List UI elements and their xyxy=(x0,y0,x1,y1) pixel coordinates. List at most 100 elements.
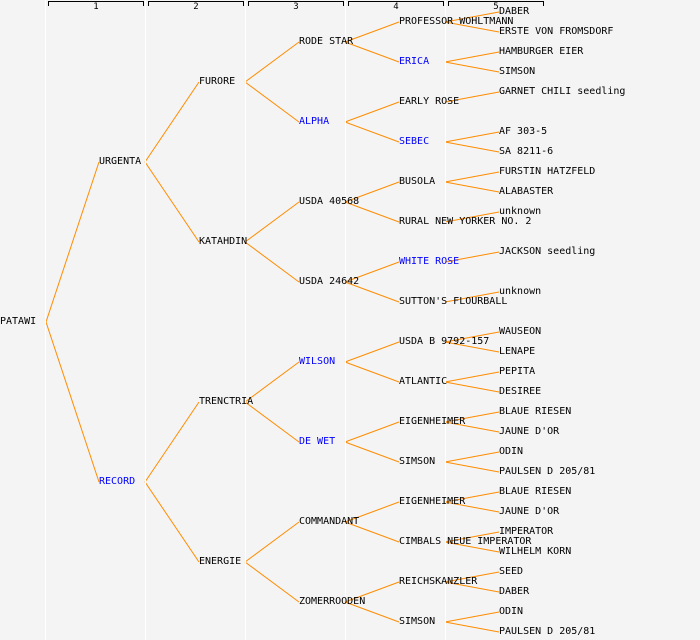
parent-link xyxy=(444,131,500,143)
pedigree-node[interactable]: DABER xyxy=(499,6,530,17)
pedigree-node[interactable]: PAULSEN D 205/81 xyxy=(499,466,596,477)
parent-link xyxy=(444,21,500,33)
pedigree-node[interactable]: ODIN xyxy=(499,606,524,617)
pedigree-node[interactable]: FURORE xyxy=(199,76,236,87)
pedigree-node[interactable]: WHITE ROSE xyxy=(399,256,460,267)
parent-link xyxy=(144,161,200,243)
pedigree-node[interactable]: IMPERATOR xyxy=(499,526,554,537)
pedigree-node[interactable]: USDA 24642 xyxy=(299,276,360,287)
pedigree-node[interactable]: JAUNE D'OR xyxy=(499,426,560,437)
parent-link xyxy=(444,451,500,463)
pedigree-node[interactable]: EIGENHEIMER xyxy=(399,416,466,427)
parent-link xyxy=(244,41,300,83)
pedigree-node[interactable]: RURAL NEW YORKER NO. 2 xyxy=(399,216,532,227)
parent-link xyxy=(444,461,500,473)
generation-header-4: 4 xyxy=(348,1,444,12)
pedigree-node[interactable]: SEBEC xyxy=(399,136,430,147)
column-separator xyxy=(245,0,246,640)
parent-link xyxy=(444,581,500,593)
column-separator xyxy=(445,0,446,640)
pedigree-node[interactable]: WILHELM KORN xyxy=(499,546,572,557)
pedigree-node[interactable]: HAMBURGER EIER xyxy=(499,46,584,57)
parent-link xyxy=(344,521,400,543)
column-separator xyxy=(145,0,146,640)
pedigree-node[interactable]: URGENTA xyxy=(99,156,142,167)
parent-link xyxy=(144,401,200,483)
pedigree-node[interactable]: ENERGIE xyxy=(199,556,242,567)
parent-link xyxy=(244,361,300,403)
parent-link xyxy=(444,531,500,543)
pedigree-node[interactable]: LENAPE xyxy=(499,346,536,357)
pedigree-node[interactable]: EARLY ROSE xyxy=(399,96,460,107)
pedigree-node[interactable]: WILSON xyxy=(299,356,336,367)
pedigree-node[interactable]: AF 303-5 xyxy=(499,126,548,137)
parent-link xyxy=(344,261,400,283)
parent-link xyxy=(344,421,400,443)
parent-link xyxy=(344,201,400,223)
pedigree-node[interactable]: SUTTON'S FLOURBALL xyxy=(399,296,508,307)
pedigree-node[interactable]: JACKSON seedling xyxy=(499,246,596,257)
pedigree-node[interactable]: PEPITA xyxy=(499,366,536,377)
pedigree-node[interactable]: BLAUE RIESEN xyxy=(499,486,572,497)
pedigree-node[interactable]: ALPHA xyxy=(299,116,330,127)
parent-link xyxy=(344,581,400,603)
pedigree-node[interactable]: BUSOLA xyxy=(399,176,436,187)
parent-link xyxy=(444,411,500,423)
pedigree-node[interactable]: DE WET xyxy=(299,436,336,447)
parent-link xyxy=(444,491,500,503)
pedigree-node[interactable]: JAUNE D'OR xyxy=(499,506,560,517)
parent-link xyxy=(344,441,400,463)
parent-link xyxy=(444,11,500,23)
pedigree-node[interactable]: DABER xyxy=(499,586,530,597)
pedigree-node[interactable]: EIGENHEIMER xyxy=(399,496,466,507)
pedigree-node[interactable]: CIMBALS NEUE IMPERATOR xyxy=(399,536,532,547)
pedigree-node[interactable]: USDA B 9792-157 xyxy=(399,336,490,347)
parent-link xyxy=(444,291,500,303)
pedigree-node[interactable]: unknown xyxy=(499,286,542,297)
pedigree-node[interactable]: ZOMERROODEN xyxy=(299,596,366,607)
pedigree-node[interactable]: ATLANTIC xyxy=(399,376,448,387)
generation-number: 4 xyxy=(393,2,399,12)
parent-link xyxy=(45,161,100,323)
pedigree-node[interactable]: DESIREE xyxy=(499,386,542,397)
parent-link xyxy=(244,241,300,283)
pedigree-node[interactable]: ODIN xyxy=(499,446,524,457)
pedigree-node[interactable]: TRENCTRIA xyxy=(199,396,254,407)
parent-link xyxy=(244,81,300,123)
parent-link xyxy=(444,251,500,263)
parent-link xyxy=(444,141,500,153)
pedigree-node[interactable]: KATAHDIN xyxy=(199,236,248,247)
parent-link xyxy=(244,201,300,243)
pedigree-node[interactable]: ERICA xyxy=(399,56,430,67)
parent-link xyxy=(444,571,500,583)
pedigree-node[interactable]: FURSTIN HATZFELD xyxy=(499,166,596,177)
parent-link xyxy=(344,601,400,623)
generation-header-3: 3 xyxy=(248,1,344,12)
generation-number: 1 xyxy=(93,2,99,12)
parent-link xyxy=(444,381,500,393)
pedigree-node[interactable]: SIMSON xyxy=(399,616,436,627)
parent-link xyxy=(444,421,500,433)
pedigree-node[interactable]: BLAUE RIESEN xyxy=(499,406,572,417)
pedigree-node[interactable]: REICHSKANZLER xyxy=(399,576,478,587)
pedigree-node[interactable]: RODE STAR xyxy=(299,36,354,47)
pedigree-node[interactable]: GARNET CHILI seedling xyxy=(499,86,626,97)
pedigree-node[interactable]: SEED xyxy=(499,566,524,577)
pedigree-node[interactable]: ERSTE VON FROMSDORF xyxy=(499,26,614,37)
pedigree-node[interactable]: PATAWI xyxy=(0,316,37,327)
pedigree-node[interactable]: COMMANDANT xyxy=(299,516,360,527)
pedigree-node[interactable]: SIMSON xyxy=(399,456,436,467)
pedigree-node[interactable]: PROFESSOR WOHLTMANN xyxy=(399,16,514,27)
parent-link xyxy=(344,501,400,523)
parent-link xyxy=(444,371,500,383)
pedigree-node[interactable]: RECORD xyxy=(99,476,136,487)
pedigree-node[interactable]: PAULSEN D 205/81 xyxy=(499,626,596,637)
pedigree-node[interactable]: ALABASTER xyxy=(499,186,554,197)
generation-number: 5 xyxy=(493,2,499,12)
pedigree-node[interactable]: WAUSEON xyxy=(499,326,542,337)
pedigree-node[interactable]: SA 8211-6 xyxy=(499,146,554,157)
pedigree-node[interactable]: SIMSON xyxy=(499,66,536,77)
pedigree-node[interactable]: unknown xyxy=(499,206,542,217)
pedigree-node[interactable]: USDA 40568 xyxy=(299,196,360,207)
